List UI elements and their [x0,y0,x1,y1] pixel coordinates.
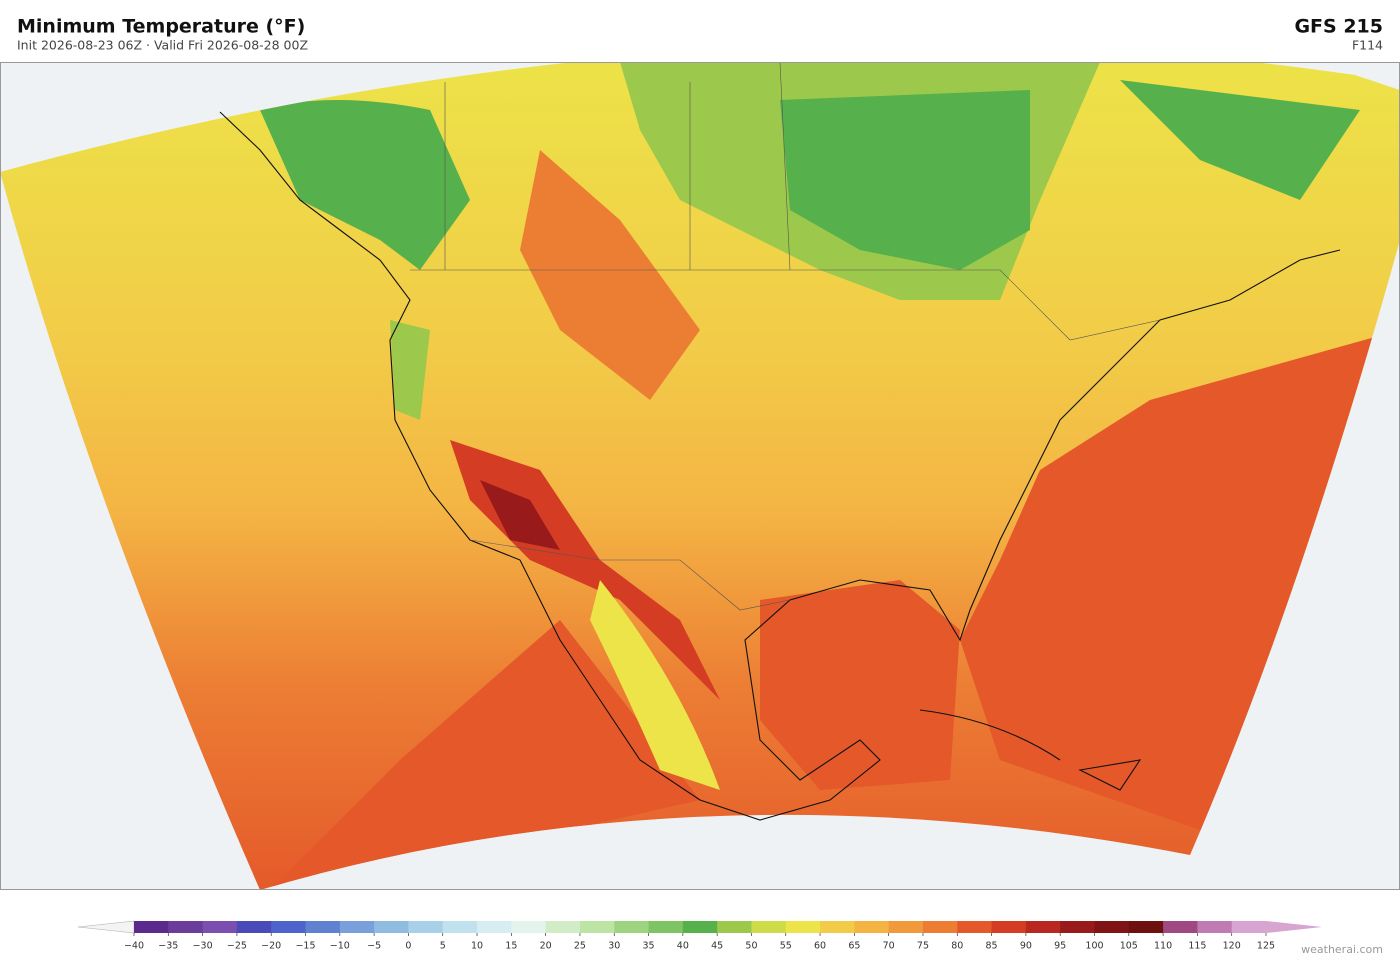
colorbar-segment [682,921,718,933]
colorbar-tick-label: 85 [986,941,998,952]
colorbar-tick-label: 20 [540,941,552,952]
colorbar-segment [1128,921,1164,933]
colorbar-segment [442,921,478,933]
colorbar-tick-label: 0 [405,941,411,952]
colorbar-over [1266,921,1322,933]
colorbar-segment [614,921,650,933]
colorbar-segment [305,921,341,933]
colorbar-tick-label: −25 [227,941,247,952]
colorbar-segment [785,921,821,933]
colorbar-segment [511,921,547,933]
colorbar-segment [579,921,615,933]
colorbar-tick-label: 55 [780,941,792,952]
colorbar-segment [888,921,924,933]
borders [410,62,1161,611]
colorbar-tick-label: 120 [1223,941,1241,952]
colorbar-tick-label: 80 [951,941,963,952]
colorbar-tick-label: 30 [608,941,620,952]
colorbar-tick-label: 10 [471,941,483,952]
colorbar-segment [134,921,169,933]
colorbar-segment [408,921,444,933]
colorbar-segment [1060,921,1095,933]
colorbar-segment [922,921,958,933]
colorbar-tick-label: 90 [1020,941,1032,952]
colorbar-tick-label: 100 [1085,941,1103,952]
colorbar-tick-label: 35 [642,941,654,952]
colorbar: −40 −35 −30 −25 −20 −15 −10 −5 0 5 10 15 20 25 30 35 40 4… [124,921,1275,952]
colorbar-segment [545,921,581,933]
colorbar-tick-label: −40 [124,941,144,952]
colorbar-segment [1025,921,1061,933]
colorbar-tick-label: 110 [1154,941,1172,952]
colorbar-tick-label: 75 [917,941,929,952]
colorbar-tick-label: 50 [745,941,757,952]
colorbar-tick-label: 125 [1257,941,1275,952]
colorbar-tick-label: −10 [330,941,350,952]
colorbar-tick-label: 15 [505,941,517,952]
map-subtitle: Init 2026-08-23 06Z · Valid Fri 2026-08-… [17,38,308,53]
colorbar-segment [236,921,272,933]
colorbar-tick-label: −35 [158,941,178,952]
credit: weatherai.com [1301,943,1383,956]
colorbar-tick-label: 45 [711,941,723,952]
model-name: GFS 215 [1294,16,1383,38]
colorbar-tick-label: 40 [677,941,689,952]
colorbar-segment [1231,921,1267,933]
colorbar-segment [374,921,409,933]
colorbar-segment [957,921,993,933]
colorbar-segment [477,921,512,933]
colorbar-tick-label: −5 [367,941,381,952]
colorbar-under [77,920,135,934]
colorbar-segment [1163,921,1198,933]
colorbar-segment [820,921,855,933]
colorbar-tick-label: 95 [1054,941,1066,952]
colorbar-tick-label: 70 [883,941,895,952]
colorbar-tick-label: 115 [1188,941,1206,952]
map-title: Minimum Temperature (°F) [17,16,305,38]
forecast-hour: F114 [1352,38,1383,53]
colorbar-tick-label: 25 [574,941,586,952]
colorbar-tick-label: −20 [261,941,281,952]
colorbar-segment [854,921,890,933]
colorbar-tick-label: −15 [295,941,315,952]
coastlines [219,111,1341,821]
colorbar-segment [751,921,787,933]
colorbar-segment [1197,921,1233,933]
temperature-field [0,62,1400,890]
colorbar-tick-label: 105 [1120,941,1138,952]
colorbar-tick-label: −30 [193,941,213,952]
colorbar-tick-label: 5 [440,941,446,952]
map-area [0,62,1400,890]
colorbar-segment [1094,921,1130,933]
colorbar-segment [271,921,307,933]
colorbar-segment [991,921,1027,933]
colorbar-segment [717,921,752,933]
colorbar-segment [202,921,238,933]
colorbar-segment [339,921,375,933]
colorbar-segment [168,921,204,933]
colorbar-tick-label: 60 [814,941,826,952]
colorbar-segment [648,921,684,933]
colorbar-tick-label: 65 [848,941,860,952]
